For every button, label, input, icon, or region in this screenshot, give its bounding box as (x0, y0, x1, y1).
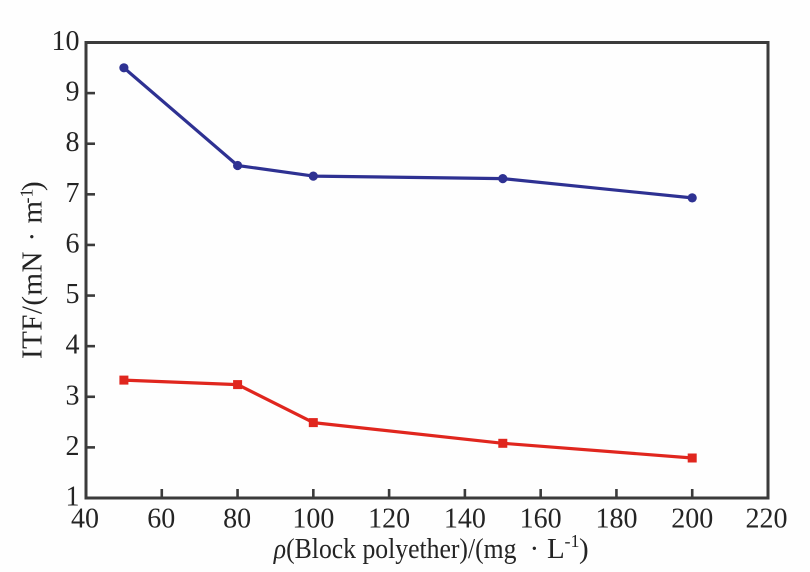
svg-text:1: 1 (66, 482, 80, 513)
svg-text:m: m (17, 201, 49, 224)
svg-text:4: 4 (66, 330, 80, 361)
svg-text:5: 5 (66, 279, 80, 310)
svg-text:-1: -1 (565, 531, 580, 551)
svg-text:100: 100 (292, 504, 334, 535)
svg-text:80: 80 (223, 504, 251, 535)
svg-text:): ) (579, 533, 589, 565)
svg-text:3: 3 (66, 380, 80, 411)
svg-text:-1: -1 (17, 189, 37, 204)
svg-text:7: 7 (66, 178, 80, 209)
svg-text:120: 120 (368, 504, 410, 535)
svg-text:220: 220 (746, 504, 788, 535)
svg-text:·: · (17, 232, 49, 242)
svg-text:200: 200 (671, 504, 713, 535)
svg-text:2: 2 (66, 431, 80, 462)
svg-text:·: · (530, 533, 540, 565)
svg-text:ρ(Block polyether)/(mg: ρ(Block polyether)/(mg (273, 533, 517, 565)
svg-text:60: 60 (147, 504, 175, 535)
svg-text:8: 8 (66, 127, 80, 158)
svg-text:180: 180 (595, 504, 637, 535)
svg-text:160: 160 (520, 504, 562, 535)
svg-text:6: 6 (66, 228, 80, 259)
svg-text:140: 140 (444, 504, 486, 535)
svg-text:9: 9 (66, 77, 80, 108)
svg-text:10: 10 (52, 26, 80, 57)
svg-text:ITF/(mN: ITF/(mN (17, 251, 49, 359)
svg-text:L: L (547, 533, 565, 565)
svg-text:): ) (17, 181, 49, 191)
svg-text:40: 40 (71, 504, 99, 535)
